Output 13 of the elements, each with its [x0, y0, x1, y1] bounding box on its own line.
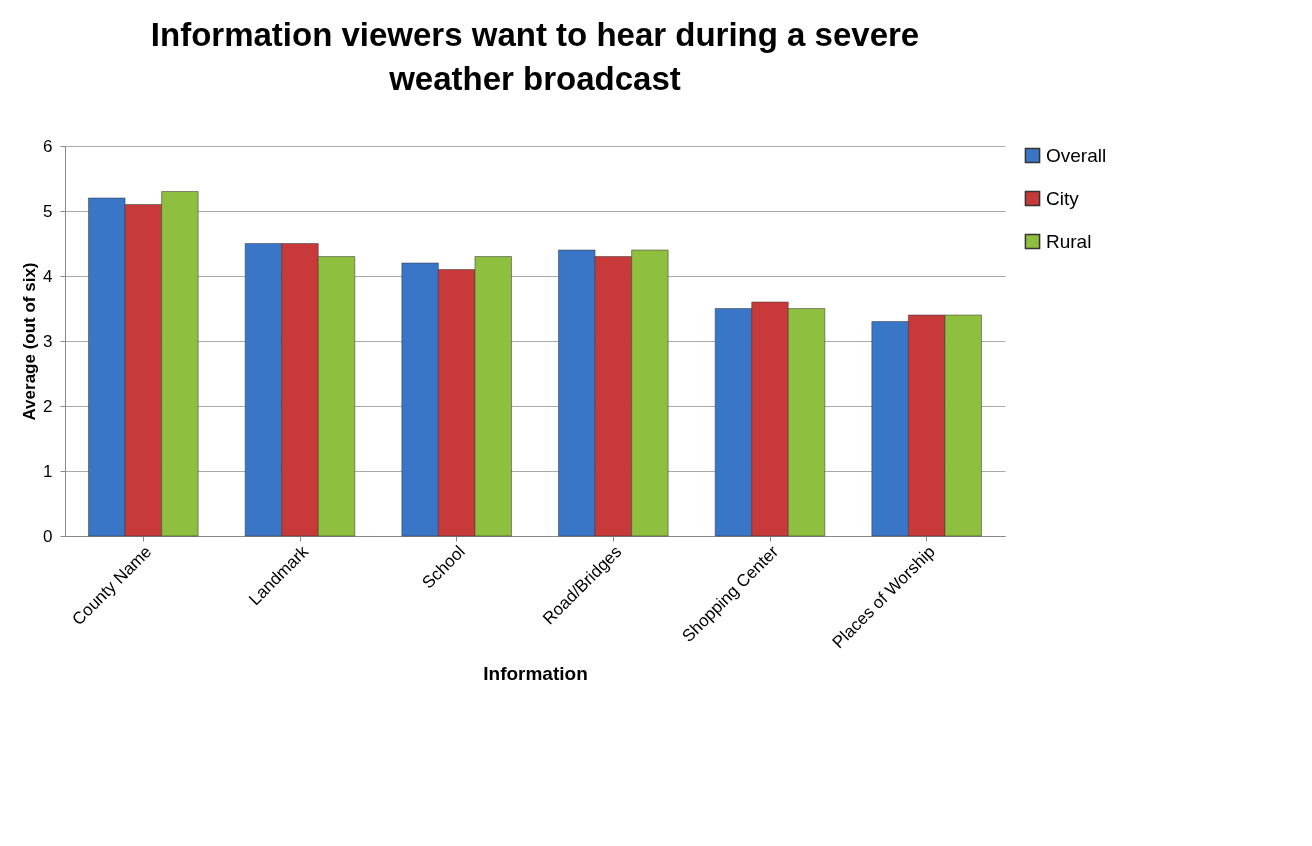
- y-tick-label: 2: [43, 396, 53, 416]
- y-tick-label: 3: [43, 331, 53, 351]
- chart-title: Information viewers want to hear during a severe weather broadcast: [150, 16, 920, 97]
- y-tick-label: 4: [43, 266, 53, 286]
- y-tick-label: 0: [43, 526, 53, 546]
- legend-label: Rural: [1046, 230, 1092, 252]
- y-tick-label: 6: [43, 136, 53, 156]
- y-axis-title: Average (out of six): [20, 262, 40, 421]
- y-tick-label: 1: [43, 461, 53, 481]
- legend-label: City: [1046, 187, 1080, 209]
- x-axis-title: Information: [483, 663, 588, 685]
- legend-label: Overall: [1046, 144, 1107, 166]
- y-tick-label: 5: [43, 201, 53, 221]
